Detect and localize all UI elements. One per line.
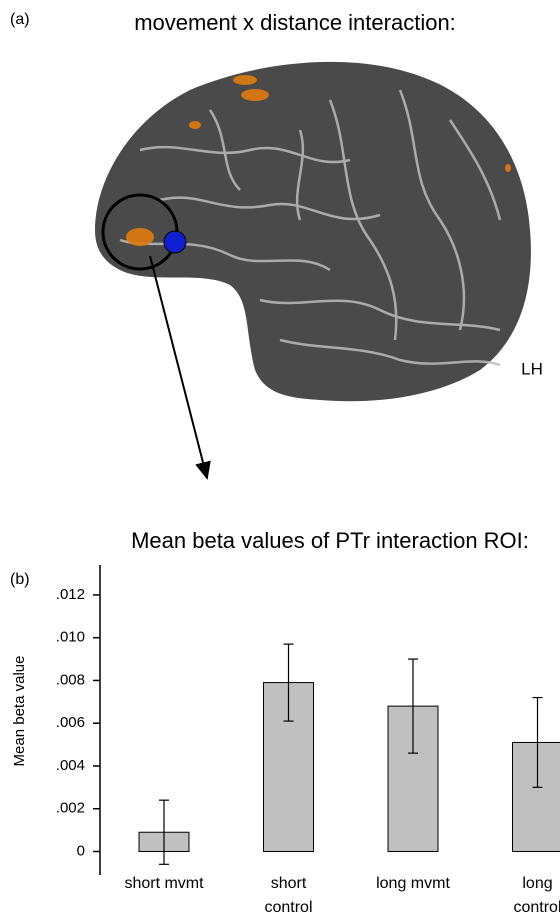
figure: (a) movement x distance interaction: LH … [0,0,560,919]
hemisphere-label: LH [521,359,543,378]
y-tick-label: .010 [56,629,85,646]
y-axis-title: Mean beta value [11,656,28,767]
panel-title: movement x distance interaction: [134,10,456,35]
x-tick-label: short control [249,872,329,919]
chart-title: Mean beta values of PTr interaction ROI: [131,528,529,553]
x-tick-label: short mvmt [124,872,204,896]
canvas: (a) movement x distance interaction: LH … [0,0,560,919]
y-tick-label: .008 [56,671,85,688]
bar [513,742,560,851]
x-tick-label: long control [498,872,560,919]
y-tick-label: 0 [77,842,85,859]
brain-image [95,62,531,478]
y-tick-label: .004 [56,757,85,774]
x-tick-label: long mvmt [373,872,453,896]
panel-label: (a) [10,11,30,28]
y-tick-label: .002 [56,800,85,817]
y-tick-label: .006 [56,714,85,731]
panel-label: (b) [10,571,30,588]
y-tick-label: .012 [56,586,85,603]
